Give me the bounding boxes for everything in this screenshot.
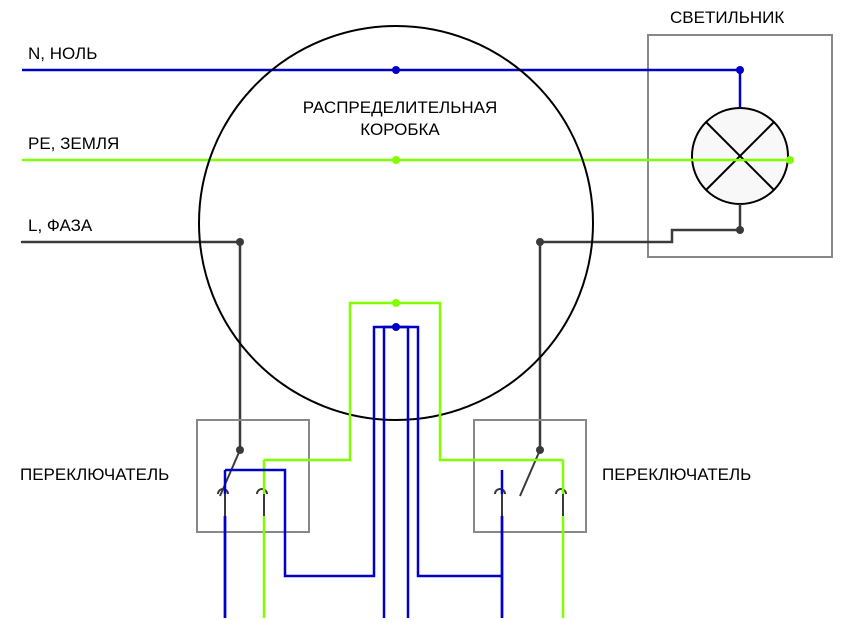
label-switch-right: ПЕРЕКЛЮЧАТЕЛЬ — [602, 465, 751, 485]
label-junction-2: КОРОБКА — [260, 120, 540, 140]
label-phase: L, ФАЗА — [28, 216, 92, 236]
label-ground: PE, ЗЕМЛЯ — [28, 134, 119, 154]
label-switch-left: ПЕРЕКЛЮЧАТЕЛЬ — [20, 465, 169, 485]
label-neutral: N, НОЛЬ — [28, 44, 97, 64]
diagram-svg-overlay — [0, 0, 850, 620]
wire-blue-inner-u — [384, 327, 408, 618]
node-blue-loop — [392, 323, 400, 331]
label-junction-1: РАСПРЕДЕЛИТЕЛЬНАЯ — [260, 98, 540, 118]
label-lamp: СВЕТИЛЬНИК — [670, 8, 784, 28]
wiring-diagram: СВЕТИЛЬНИК N, НОЛЬ РАСПРЕДЕЛИТЕЛЬНАЯ КОР… — [0, 0, 850, 620]
